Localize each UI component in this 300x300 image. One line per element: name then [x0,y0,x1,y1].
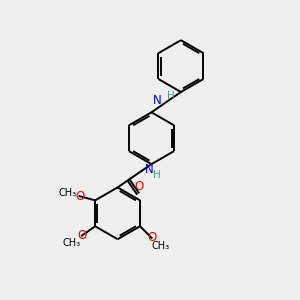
Text: N: N [152,94,161,107]
Text: H: H [153,170,161,180]
Text: O: O [77,229,86,242]
Text: O: O [75,190,84,203]
Text: N: N [145,163,154,176]
Text: CH₃: CH₃ [58,188,76,198]
Text: H: H [167,91,175,101]
Text: O: O [147,231,156,244]
Text: O: O [134,180,143,194]
Text: CH₃: CH₃ [151,242,169,251]
Text: CH₃: CH₃ [63,238,81,248]
